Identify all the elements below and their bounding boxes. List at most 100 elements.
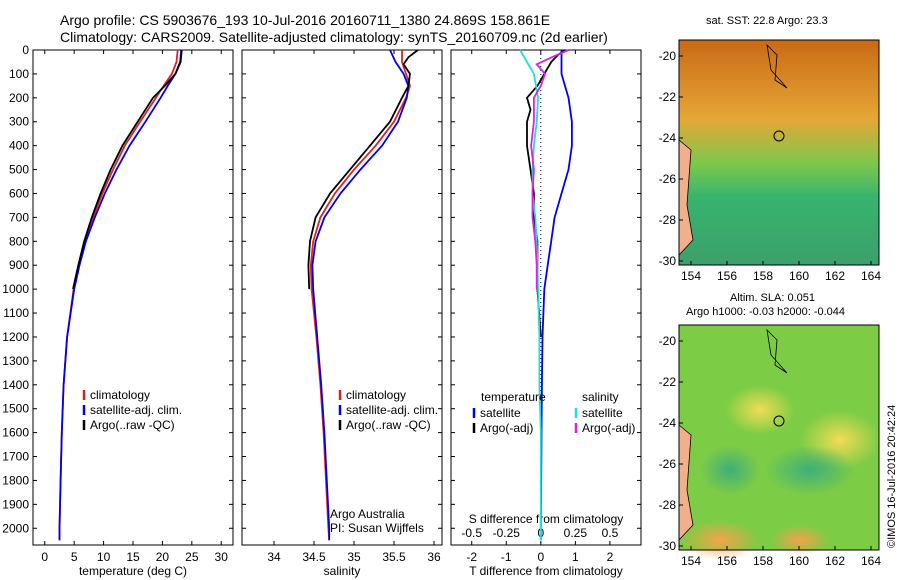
chart-panel-1: 0100200300400500600700800900100011001200… [2,43,234,578]
y-tick-label: 900 [9,258,29,272]
y-tick-label: 1500 [2,402,29,416]
x-tick-label: 0 [537,550,544,564]
map-x-tick-label: 164 [861,269,881,283]
sla-anomaly-patch [725,385,795,435]
x-axis-label: T difference from climatology [469,564,623,578]
x-axis-label: temperature (deg C) [79,564,187,578]
y-tick-label: 400 [9,139,29,153]
series-salinity-satellite [519,49,542,541]
imos-stamp: ©IMOS 16-Jul-2016 20:42:24 [886,404,898,548]
x-tick-label: 1 [572,550,579,564]
sla-anomaly-patch [765,445,855,495]
legend-label: temperature [481,390,546,404]
map-field [679,40,879,265]
y-tick-label: 1800 [2,473,29,487]
x-tick-label: -2 [466,550,477,564]
map-x-tick-label: 156 [717,269,737,283]
y-tick-label: 1000 [2,282,29,296]
legend-label: satellite-adj. clim. [346,403,438,417]
s-tick-label: 0.5 [602,526,619,540]
legend-label: Argo(-adj) [480,421,533,435]
plot-frame [241,49,443,546]
x-tick-label: -1 [501,550,512,564]
series-salinity-argo-adj- [530,49,569,290]
chart-panel-3: -2 -1 0 1 2T difference from climatology -0.5… [450,49,642,578]
x-tick-label: 5 [71,550,78,564]
map-x-tick-label: 160 [789,269,809,283]
legend-label: satellite [480,406,521,420]
chart-panel-2: 34 34.5 35 35.5 36 salinity climatologysatelli… [241,49,443,578]
x-tick-label: 30 [215,550,229,564]
y-tick-label: 1400 [2,378,29,392]
y-tick-label: 1200 [2,330,29,344]
series-argo-raw-qc- [307,49,419,290]
map-y-tick-label: -26 [659,457,677,471]
map-y-tick-label: -24 [659,416,677,430]
legend-label: salinity [582,390,619,404]
x-tick-label: 36 [427,550,441,564]
sla-map: 154 156 158 160 162 164 -20 -22 -24 -26 -28 -30 [659,324,881,568]
sst-map: 154 156 158 160 162 164 -20 -22 -24 -26 -28 -30 [659,39,881,283]
sla-map-title-2: Argo h1000: -0.03 h2000: -0.044 [686,306,846,318]
credit-pi: PI: Susan Wijffels [330,521,424,535]
map-frame [678,324,880,551]
y-tick-label: 2000 [2,521,29,535]
map-x-tick-label: 156 [717,554,737,568]
x-tick-label: 15 [126,550,140,564]
map-y-tick-label: -30 [659,254,677,268]
x-tick-label: 10 [97,550,111,564]
x-tick-label: 35 [347,550,361,564]
map-x-tick-label: 154 [681,554,701,568]
plot-frame [32,49,234,546]
legend-label: satellite [582,406,623,420]
map-y-tick-label: -22 [659,375,677,389]
sla-anomaly-patch [700,445,760,495]
x-tick-label: 35.5 [382,550,406,564]
x-tick-label: 0 [41,550,48,564]
map-y-tick-label: -26 [659,172,677,186]
series-argo-raw-qc- [72,49,183,290]
x-tick-label: 20 [156,550,170,564]
y-tick-label: 300 [9,115,29,129]
x-axis-label: salinity [324,564,361,578]
map-x-tick-label: 154 [681,269,701,283]
map-y-tick-label: -20 [659,49,677,63]
y-tick-label: 1300 [2,354,29,368]
map-x-tick-label: 162 [825,269,845,283]
reef-outline [766,43,788,89]
map-x-tick-label: 158 [753,554,773,568]
legend-label: Argo(-adj) [582,421,635,435]
s-tick-label: 0.25 [564,526,588,540]
x-tick-label: 2 [607,550,614,564]
map-y-tick-label: -28 [659,213,677,227]
x-tick-label: 34.5 [302,550,326,564]
y-tick-label: 1600 [2,426,29,440]
map-y-tick-label: -28 [659,498,677,512]
s-tick-label: -0.5 [461,526,482,540]
reef-outline [766,328,788,374]
sst-map-title: sat. SST: 22.8 Argo: 23.3 [706,15,828,27]
credit-argo-australia: Argo Australia [330,507,405,521]
plot-frame [450,49,642,546]
map-x-tick-label: 164 [861,554,881,568]
y-tick-label: 0 [22,43,29,57]
legend-label: climatology [346,388,406,402]
s-axis-label: S difference from climatology [469,512,624,526]
map-y-tick-label: -30 [659,539,677,553]
float-position-marker [773,130,785,142]
y-tick-label: 200 [9,91,29,105]
series-satellite-adj-clim- [58,49,183,541]
y-tick-label: 700 [9,210,29,224]
float-position-marker [773,415,785,427]
legend-label: satellite-adj. clim. [90,403,182,417]
map-x-tick-label: 158 [753,269,773,283]
header-line-2: Climatology: CARS2009. Satellite-adjuste… [60,29,608,45]
y-tick-label: 1100 [3,306,29,320]
y-tick-label: 1700 [2,450,29,464]
y-tick-label: 600 [9,186,29,200]
x-tick-label: 34 [267,550,281,564]
y-tick-label: 1900 [2,497,29,511]
legend-label: Argo(..raw -QC) [346,418,431,432]
sla-anomaly-patch [770,525,830,555]
